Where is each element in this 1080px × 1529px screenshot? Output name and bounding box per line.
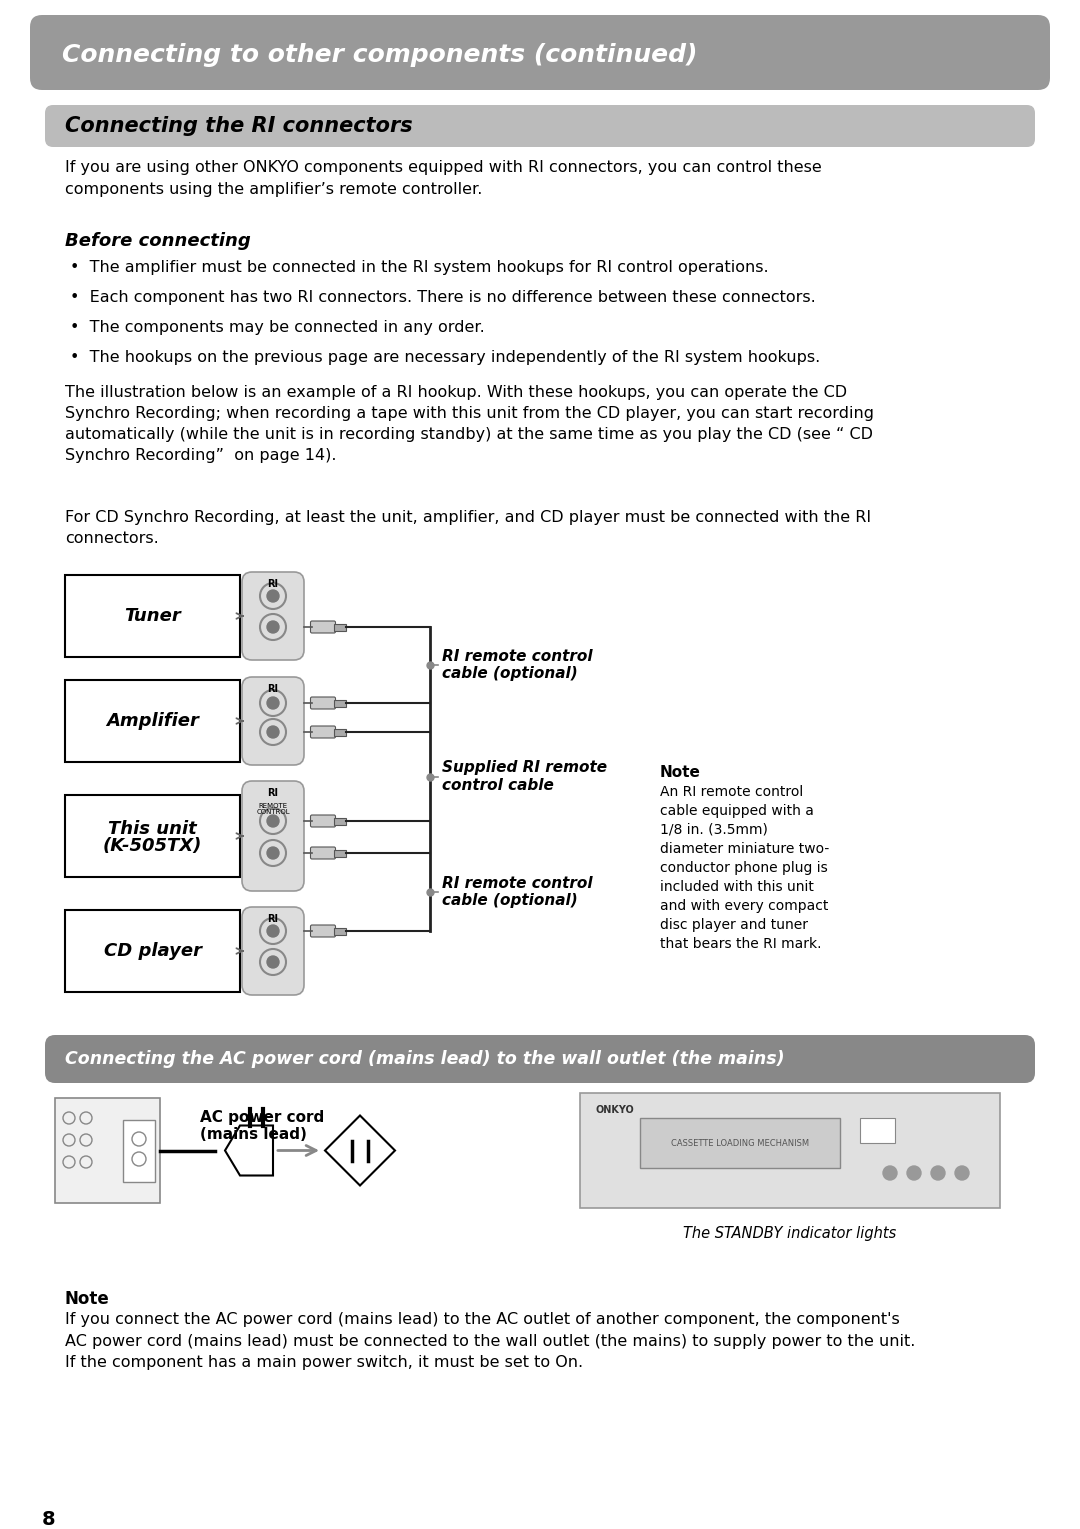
Text: (K-505TX): (K-505TX) xyxy=(103,836,202,855)
Bar xyxy=(123,1121,156,1182)
Polygon shape xyxy=(325,1116,395,1185)
Circle shape xyxy=(267,621,279,633)
Circle shape xyxy=(931,1167,945,1180)
Circle shape xyxy=(267,847,279,859)
Text: RI: RI xyxy=(268,787,279,798)
Text: Before connecting: Before connecting xyxy=(65,232,251,251)
Bar xyxy=(860,1118,895,1144)
FancyBboxPatch shape xyxy=(45,1035,1035,1083)
Text: RI: RI xyxy=(268,914,279,924)
Circle shape xyxy=(267,726,279,739)
FancyBboxPatch shape xyxy=(311,697,336,709)
FancyBboxPatch shape xyxy=(45,106,1035,147)
Circle shape xyxy=(267,697,279,709)
Bar xyxy=(334,818,346,824)
Text: 8: 8 xyxy=(42,1511,56,1529)
Text: Connecting to other components (continued): Connecting to other components (continue… xyxy=(62,43,698,67)
Text: Connecting the RI connectors: Connecting the RI connectors xyxy=(65,116,413,136)
FancyBboxPatch shape xyxy=(30,15,1050,90)
Text: RI: RI xyxy=(268,579,279,589)
Text: If you connect the AC power cord (mains lead) to the AC outlet of another compon: If you connect the AC power cord (mains … xyxy=(65,1312,916,1370)
Bar xyxy=(55,1098,160,1203)
Text: Supplied RI remote
control cable: Supplied RI remote control cable xyxy=(442,760,607,792)
Text: For CD Synchro Recording, at least the unit, amplifier, and CD player must be co: For CD Synchro Recording, at least the u… xyxy=(65,511,872,546)
Text: The illustration below is an example of a RI hookup. With these hookups, you can: The illustration below is an example of … xyxy=(65,385,874,463)
FancyBboxPatch shape xyxy=(311,815,336,827)
Bar xyxy=(580,1093,1000,1208)
Bar xyxy=(334,624,346,630)
FancyBboxPatch shape xyxy=(242,781,303,891)
Circle shape xyxy=(955,1167,969,1180)
Bar xyxy=(334,728,346,735)
FancyBboxPatch shape xyxy=(311,925,336,937)
Text: RI: RI xyxy=(268,683,279,694)
Text: CD player: CD player xyxy=(104,942,202,960)
FancyBboxPatch shape xyxy=(311,621,336,633)
Text: •  The hookups on the previous page are necessary independently of the RI system: • The hookups on the previous page are n… xyxy=(70,350,820,365)
FancyBboxPatch shape xyxy=(242,677,303,764)
Text: •  The components may be connected in any order.: • The components may be connected in any… xyxy=(70,320,485,335)
Circle shape xyxy=(267,956,279,968)
Circle shape xyxy=(267,815,279,827)
Text: ONKYO: ONKYO xyxy=(595,1105,634,1115)
Bar xyxy=(334,928,346,934)
Circle shape xyxy=(267,925,279,937)
Bar xyxy=(65,680,240,761)
Text: CASSETTE LOADING MECHANISM: CASSETTE LOADING MECHANISM xyxy=(671,1139,809,1147)
Text: The STANDBY indicator lights: The STANDBY indicator lights xyxy=(684,1226,896,1242)
Text: Amplifier: Amplifier xyxy=(106,713,199,729)
FancyBboxPatch shape xyxy=(242,907,303,995)
Text: AC power cord
(mains lead): AC power cord (mains lead) xyxy=(200,1110,324,1142)
Text: This unit: This unit xyxy=(108,820,197,838)
Bar xyxy=(334,850,346,856)
Polygon shape xyxy=(225,1125,273,1176)
Circle shape xyxy=(883,1167,897,1180)
Bar xyxy=(65,795,240,878)
Text: •  The amplifier must be connected in the RI system hookups for RI control opera: • The amplifier must be connected in the… xyxy=(70,260,769,275)
Text: Connecting the AC power cord (mains lead) to the wall outlet (the mains): Connecting the AC power cord (mains lead… xyxy=(65,1050,785,1067)
FancyBboxPatch shape xyxy=(242,572,303,661)
Text: •  Each component has two RI connectors. There is no difference between these co: • Each component has two RI connectors. … xyxy=(70,291,815,304)
Text: RI remote control
cable (optional): RI remote control cable (optional) xyxy=(442,876,593,908)
Bar xyxy=(65,910,240,992)
Text: If you are using other ONKYO components equipped with RI connectors, you can con: If you are using other ONKYO components … xyxy=(65,161,822,197)
Text: Note: Note xyxy=(660,764,701,780)
Bar xyxy=(334,699,346,706)
FancyBboxPatch shape xyxy=(311,726,336,739)
Text: An RI remote control
cable equipped with a
1/8 in. (3.5mm)
diameter miniature tw: An RI remote control cable equipped with… xyxy=(660,784,829,951)
Text: RI remote control
cable (optional): RI remote control cable (optional) xyxy=(442,648,593,682)
Bar xyxy=(640,1118,840,1168)
Text: Tuner: Tuner xyxy=(124,607,180,625)
Text: REMOTE
CONTROL: REMOTE CONTROL xyxy=(256,803,289,815)
FancyBboxPatch shape xyxy=(311,847,336,859)
Text: Note: Note xyxy=(65,1290,110,1307)
Bar xyxy=(65,575,240,657)
Circle shape xyxy=(907,1167,921,1180)
Circle shape xyxy=(267,590,279,602)
